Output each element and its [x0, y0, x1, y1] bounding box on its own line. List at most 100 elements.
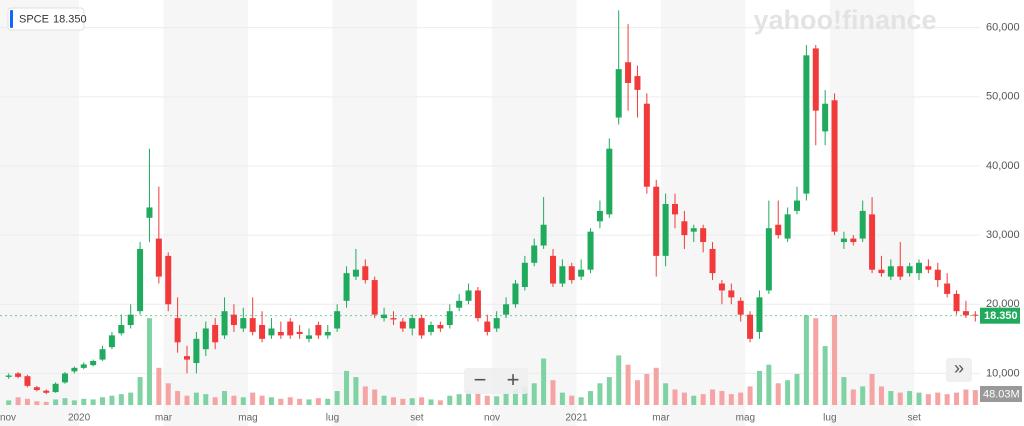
- volume-bar: [203, 394, 209, 405]
- candle-body: [62, 373, 68, 383]
- candle-body: [315, 325, 322, 336]
- volume-bar: [447, 395, 453, 405]
- candle-body: [33, 387, 40, 391]
- volume-bar: [550, 380, 556, 405]
- volume-bar: [222, 391, 228, 405]
- volume-bar: [297, 398, 303, 405]
- volume-bar: [775, 383, 781, 405]
- candle-body: [512, 283, 519, 305]
- x-tick-label: mar: [652, 413, 670, 424]
- candle-body: [484, 321, 491, 332]
- last-price-box: [980, 307, 1020, 324]
- candle-body: [906, 266, 913, 274]
- candle-body: [52, 383, 59, 393]
- volume-bar: [184, 395, 190, 405]
- volume-bar: [963, 389, 969, 405]
- candle-body: [418, 318, 425, 336]
- zoom-in[interactable]: +: [507, 367, 520, 392]
- volume-bar: [419, 397, 425, 405]
- candle-body: [934, 269, 941, 281]
- volume-bar: [175, 391, 181, 405]
- volume-bar: [409, 398, 415, 405]
- volume-bar: [954, 392, 960, 405]
- volume-bar: [287, 397, 293, 405]
- volume-bar: [325, 398, 331, 405]
- volume-bar: [62, 398, 68, 405]
- volume-bar: [522, 386, 528, 405]
- y-tick-label: 10,000: [986, 367, 1020, 379]
- volume-bar: [503, 392, 509, 405]
- volume-bar: [541, 358, 547, 405]
- volume-bar: [728, 394, 734, 405]
- candle-body: [118, 325, 125, 334]
- candle-body: [634, 76, 641, 90]
- candle-body: [700, 228, 707, 243]
- volume-bar: [43, 401, 49, 405]
- volume-bar: [935, 392, 941, 405]
- volume-bar: [306, 399, 312, 405]
- month-bands: [0, 0, 914, 426]
- volume-bar: [634, 380, 640, 405]
- last-price-label: 18.350: [984, 310, 1018, 322]
- candle-body: [503, 304, 510, 315]
- volume-bar: [822, 346, 828, 405]
- volume-bar: [372, 389, 378, 405]
- volume-bar: [850, 389, 856, 405]
- candle-body: [474, 290, 481, 319]
- x-tick-label: set: [410, 413, 424, 424]
- volume-bar: [559, 392, 565, 405]
- candle-body: [409, 318, 416, 329]
- y-tick-label: 30,000: [986, 229, 1020, 241]
- x-tick-label: 2021: [565, 413, 588, 424]
- candle-body: [240, 318, 247, 329]
- month-band: [492, 0, 577, 426]
- candle-body: [718, 283, 725, 291]
- volume-bar: [925, 394, 931, 405]
- candle-body: [90, 360, 97, 366]
- x-tick-label: nov: [484, 413, 500, 424]
- y-tick-label: 50,000: [986, 91, 1020, 103]
- candle-body: [953, 293, 960, 312]
- volume-bar: [278, 398, 284, 405]
- volume-bar: [494, 396, 500, 405]
- volume-bar: [484, 395, 490, 405]
- volume-bar: [512, 389, 518, 405]
- zoom-out[interactable]: −: [474, 367, 487, 392]
- candle-body: [737, 300, 744, 315]
- volume-bar: [813, 318, 819, 405]
- volume-bar: [128, 392, 134, 405]
- volume-label-box: [980, 386, 1022, 402]
- candle-body: [249, 318, 256, 332]
- volume-bar: [710, 389, 716, 405]
- candle-body: [794, 200, 800, 211]
- volume-bar: [362, 386, 368, 405]
- candle-body: [127, 314, 134, 326]
- candle-body: [15, 373, 22, 377]
- candle-body: [887, 266, 894, 277]
- candle-body: [925, 266, 932, 270]
- y-tick-label: 60,000: [986, 22, 1020, 34]
- volume-bar: [81, 398, 87, 405]
- volume-bar: [756, 370, 762, 405]
- volume-bar: [315, 398, 321, 405]
- volume-bar: [15, 397, 21, 405]
- candle-body: [155, 238, 162, 277]
- volume-bar: [663, 383, 669, 405]
- candle-body: [193, 338, 200, 364]
- volume-bar: [212, 397, 218, 405]
- volume-bar: [916, 392, 922, 405]
- candle-body: [71, 367, 78, 372]
- scroll-end[interactable]: »: [954, 358, 964, 378]
- candle-body: [5, 375, 12, 377]
- volume-bar: [616, 355, 622, 405]
- candle-body: [606, 148, 613, 215]
- candle-body: [944, 283, 951, 294]
- volume-bar: [860, 386, 866, 405]
- candle-body: [202, 328, 209, 350]
- candle-body: [916, 262, 922, 274]
- candle-body: [540, 224, 547, 246]
- candle-body: [784, 214, 791, 239]
- volume-bar: [344, 370, 350, 405]
- month-band: [0, 0, 80, 426]
